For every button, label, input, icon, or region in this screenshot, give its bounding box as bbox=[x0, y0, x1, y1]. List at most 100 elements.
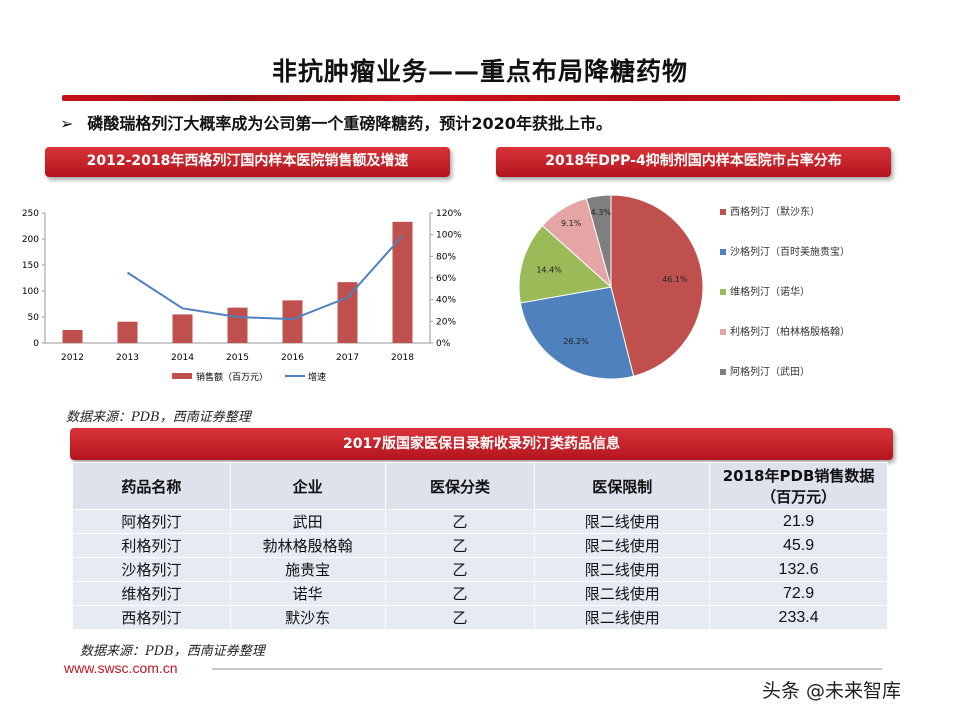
table-cell: 45.9 bbox=[709, 533, 888, 558]
y-left-tick-label: 200 bbox=[22, 235, 39, 245]
bullet-point: ➢ 磷酸瑞格列汀大概率成为公司第一个重磅降糖药，预计2020年获批上市。 bbox=[60, 110, 612, 134]
legend-label: 沙格列汀（百时美施贵宝） bbox=[730, 245, 850, 258]
pie-data-label: 26.2% bbox=[563, 337, 589, 346]
col-header: 医保分类 bbox=[384, 462, 536, 510]
table-cell: 西格列汀 bbox=[72, 605, 231, 630]
legend-swatch bbox=[720, 329, 726, 335]
table-cell: 限二线使用 bbox=[534, 605, 711, 630]
legend-bar-label: 销售额（百万元） bbox=[196, 371, 268, 383]
table-row: 西格列汀 默沙东乙限二线使用 233.4 bbox=[72, 605, 888, 630]
table-cell: 132.6 bbox=[709, 557, 888, 582]
title-divider bbox=[62, 95, 900, 101]
table-cell: 限二线使用 bbox=[534, 509, 711, 534]
x-tick-label: 2015 bbox=[226, 353, 249, 363]
pie-slice bbox=[518, 224, 613, 304]
table-row: 阿格列汀 武田乙限二线使用 21.9 bbox=[72, 509, 888, 534]
footer-url: www.swsc.com.cn bbox=[64, 660, 178, 676]
table-cell: 武田 bbox=[229, 509, 386, 534]
y-left-tick-label: 250 bbox=[22, 209, 39, 219]
table-cell: 乙 bbox=[384, 557, 536, 582]
table-row: 沙格列汀 施贵宝乙限二线使用 132.6 bbox=[72, 557, 888, 582]
table-cell: 阿格列汀 bbox=[72, 509, 231, 534]
y-right-tick-label: 100% bbox=[436, 231, 462, 241]
table-cell: 诺华 bbox=[229, 581, 386, 606]
y-right-tick-label: 60% bbox=[436, 274, 456, 284]
col-header: 药品名称 bbox=[72, 462, 231, 510]
bar-2013 bbox=[117, 321, 138, 343]
bar-2018 bbox=[392, 221, 413, 343]
bullet-text: 磷酸瑞格列汀大概率成为公司第一个重磅降糖药，预计2020年获批上市。 bbox=[87, 114, 612, 133]
table-cell: 勃林格殷格翰 bbox=[229, 533, 386, 558]
watermark: 头条 @未来智库 bbox=[762, 680, 902, 702]
footer-divider bbox=[212, 668, 882, 670]
col-header: 企业 bbox=[229, 462, 386, 510]
pie-slice bbox=[585, 194, 612, 288]
pie-chart: 46.1% 西格列汀（默沙东） 26.2% 沙格列汀（百时美施贵宝） 14.4% 维格列汀… bbox=[518, 194, 850, 380]
y-left-tick-label: 100 bbox=[22, 287, 39, 297]
legend-label: 西格列汀（默沙东） bbox=[730, 205, 820, 218]
table-cell: 乙 bbox=[384, 509, 536, 534]
table-title: 2017版国家医保目录新收录列汀类药品信息 bbox=[70, 428, 893, 460]
pie-data-label: 46.1% bbox=[662, 275, 688, 284]
table-cell: 利格列汀 bbox=[72, 533, 231, 558]
pie-data-label: 4.3% bbox=[591, 208, 612, 217]
table-cell: 施贵宝 bbox=[229, 557, 386, 582]
pie-chart-title: 2018年DPP-4抑制剂国内样本医院市占率分布 bbox=[496, 147, 891, 177]
legend-swatch bbox=[720, 209, 726, 215]
bar-line-chart: 0 50 100 150 200 250 0% 20% 40% 60% 80% 100% 120% 201… bbox=[22, 209, 462, 383]
y-left-tick-label: 50 bbox=[28, 313, 40, 323]
x-tick-label: 2013 bbox=[116, 353, 139, 363]
source-note-1: 数据来源：PDB，西南证券整理 bbox=[66, 410, 251, 425]
table-cell: 维格列汀 bbox=[72, 581, 231, 606]
bar-2015 bbox=[227, 307, 248, 343]
pie-slice bbox=[519, 286, 635, 380]
x-tick-label: 2012 bbox=[61, 353, 84, 363]
y-right-tick-label: 120% bbox=[436, 209, 462, 219]
table-row: 维格列汀 诺华乙限二线使用 72.9 bbox=[72, 581, 888, 606]
pie-slice bbox=[610, 194, 704, 377]
table-cell: 乙 bbox=[384, 605, 536, 630]
table-cell: 72.9 bbox=[709, 581, 888, 606]
legend-label: 阿格列汀（武田） bbox=[730, 365, 810, 378]
page-title: 非抗肿瘤业务——重点布局降糖药物 bbox=[271, 57, 688, 86]
y-right-tick-label: 20% bbox=[436, 317, 456, 327]
legend-swatch bbox=[720, 369, 726, 375]
x-tick-label: 2017 bbox=[336, 353, 359, 363]
legend-label: 维格列汀（诺华） bbox=[730, 285, 810, 298]
table-cell: 乙 bbox=[384, 533, 536, 558]
legend-swatch bbox=[720, 249, 726, 255]
growth-line bbox=[126, 235, 404, 321]
table-header-row: 药品名称 企业 医保分类 医保限制 2018年PDB销售数据（百万元） bbox=[72, 462, 888, 510]
bar-2012 bbox=[62, 330, 83, 343]
y-right-tick-label: 0% bbox=[436, 339, 451, 349]
bar-2017 bbox=[337, 282, 358, 343]
source-note-2: 数据来源：PDB，西南证券整理 bbox=[80, 644, 265, 659]
table-cell: 默沙东 bbox=[229, 605, 386, 630]
table-cell: 233.4 bbox=[709, 605, 888, 630]
table-cell: 限二线使用 bbox=[534, 581, 711, 606]
y-right-tick-label: 80% bbox=[436, 252, 456, 262]
bar-2016 bbox=[282, 300, 303, 343]
table-cell: 乙 bbox=[384, 581, 536, 606]
x-tick-label: 2014 bbox=[171, 353, 194, 363]
bar-chart-title: 2012-2018年西格列汀国内样本医院销售额及增速 bbox=[45, 147, 450, 177]
bar-2014 bbox=[172, 314, 193, 343]
table-cell: 沙格列汀 bbox=[72, 557, 231, 582]
x-tick-label: 2018 bbox=[391, 353, 414, 363]
legend-swatch bbox=[720, 289, 726, 295]
col-header: 医保限制 bbox=[534, 462, 711, 510]
table-cell: 限二线使用 bbox=[534, 533, 711, 558]
legend-line-label: 增速 bbox=[308, 371, 326, 383]
y-left-tick-label: 0 bbox=[33, 339, 39, 349]
drug-info-table: 药品名称 企业 医保分类 医保限制 2018年PDB销售数据（百万元） 阿格列汀… bbox=[72, 462, 888, 630]
legend-label: 利格列汀（柏林格殷格翰） bbox=[730, 325, 850, 338]
x-tick-label: 2016 bbox=[281, 353, 304, 363]
legend-bar-swatch bbox=[172, 373, 192, 379]
table-cell: 限二线使用 bbox=[534, 557, 711, 582]
pie-data-label: 14.4% bbox=[536, 265, 562, 274]
pie-data-label: 9.1% bbox=[561, 219, 582, 228]
y-right-tick-label: 40% bbox=[436, 296, 456, 306]
y-left-tick-label: 150 bbox=[22, 261, 39, 271]
arrow-bullet-icon: ➢ bbox=[60, 114, 74, 133]
col-header: 2018年PDB销售数据（百万元） bbox=[709, 462, 888, 510]
